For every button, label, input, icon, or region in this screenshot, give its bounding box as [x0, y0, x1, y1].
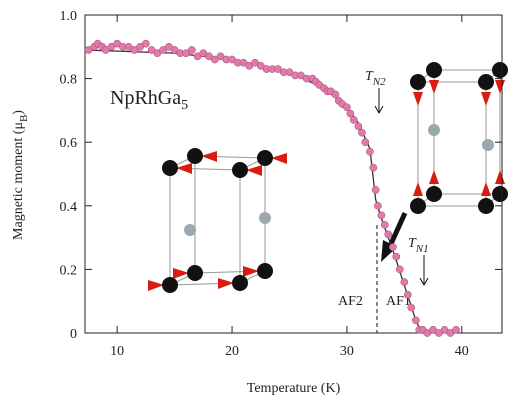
compound-label-sub: 5 — [181, 98, 188, 113]
crystal-af2 — [169, 155, 266, 286]
y-axis-label: Magnetic moment (μB) — [11, 110, 30, 240]
plot-frame — [84, 14, 503, 334]
transition-arrow — [387, 211, 408, 248]
data-point — [361, 138, 370, 147]
data-point — [343, 103, 351, 112]
data-point — [354, 122, 363, 131]
y-tick-label: 0.4 — [60, 200, 78, 215]
y-tick-label: 1.0 — [60, 9, 78, 24]
y-axis-label-sub: B — [18, 115, 30, 122]
tn2-label-sub: N2 — [372, 76, 386, 88]
data-point — [142, 39, 150, 48]
data-point — [452, 325, 460, 334]
y-tick-label: 0.6 — [60, 136, 78, 151]
phase-label: AF1 — [386, 294, 411, 309]
data-point — [349, 116, 358, 124]
data-point — [384, 230, 393, 239]
crystal-af1 — [417, 69, 501, 207]
data-point — [358, 128, 366, 137]
data-point — [380, 221, 389, 229]
tn1-arrow — [419, 255, 429, 287]
data-point — [389, 243, 397, 251]
data-point — [403, 290, 412, 299]
data-point — [369, 163, 378, 172]
tn2-label: TN2 — [365, 69, 386, 88]
crystal-af1-atoms — [410, 62, 508, 214]
data-point — [374, 201, 382, 210]
data-point — [392, 252, 401, 261]
data-point — [400, 278, 409, 286]
y-axis-label-end: ) — [11, 110, 26, 115]
x-tick-label: 30 — [340, 344, 354, 359]
compound-label: NpRhGa5 — [110, 87, 188, 113]
x-axis-label: Temperature (K) — [247, 381, 341, 396]
data-point — [366, 147, 374, 156]
tn2-arrow — [374, 88, 384, 115]
data-point — [407, 303, 416, 312]
phase-label: AF2 — [338, 294, 363, 309]
x-tick-label: 10 — [110, 344, 124, 359]
y-tick-label: 0 — [70, 327, 77, 342]
crystal-af2-atoms — [148, 148, 287, 293]
y-tick-label: 0.2 — [60, 263, 78, 278]
tn1-label-main: T — [408, 236, 417, 251]
data-point — [411, 316, 420, 325]
data-point — [187, 46, 196, 54]
data-point — [395, 265, 404, 274]
y-tick-label: 0.8 — [60, 73, 78, 88]
x-tick-label: 20 — [225, 344, 239, 359]
tn1-label: TN1 — [408, 236, 429, 255]
data-point — [331, 90, 340, 99]
compound-label-main: NpRhGa — [110, 87, 181, 109]
tn2-label-main: T — [365, 69, 374, 84]
data-point — [371, 186, 380, 194]
data-point — [346, 109, 355, 118]
tn1-label-sub: N1 — [415, 243, 429, 255]
x-tick-label: 40 — [455, 344, 469, 359]
data-point — [377, 211, 386, 220]
y-axis-label-main: Magnetic moment (μ — [11, 122, 26, 240]
